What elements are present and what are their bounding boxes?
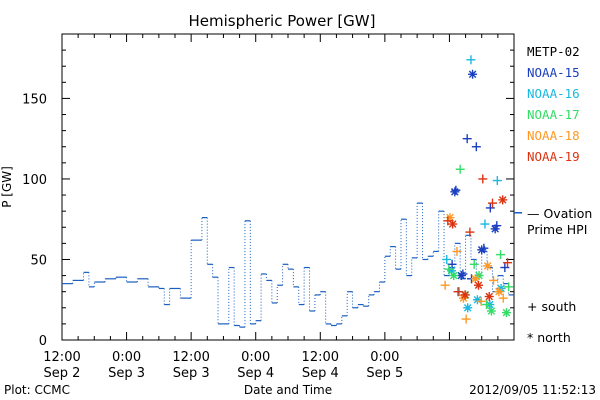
north-marker — [463, 303, 473, 313]
south-marker — [487, 198, 497, 208]
south-marker — [504, 282, 514, 292]
south-marker — [440, 280, 450, 290]
marker-legend-north: * north — [527, 330, 571, 345]
north-marker — [449, 271, 459, 281]
y-tick-label: 100 — [22, 173, 47, 188]
south-marker — [462, 134, 472, 144]
north-marker — [484, 292, 494, 302]
south-marker — [466, 55, 476, 65]
south-marker — [453, 287, 463, 297]
legend-item-noaa-16: NOAA-16 — [527, 86, 580, 101]
south-marker — [465, 227, 475, 237]
south-marker — [482, 300, 492, 310]
south-marker — [461, 314, 471, 324]
south-marker — [444, 264, 454, 274]
satellite-markers — [440, 55, 514, 324]
plot-source-label: Plot: CCMC — [4, 383, 70, 397]
south-marker — [452, 246, 462, 256]
north-marker — [477, 245, 487, 255]
south-marker — [503, 258, 513, 268]
x-tick-time-label: 0:00 — [112, 350, 141, 365]
north-marker — [470, 274, 480, 284]
north-marker — [456, 271, 466, 281]
y-tick-label: 150 — [22, 92, 47, 107]
south-marker — [442, 254, 452, 264]
north-marker — [473, 280, 483, 290]
legend-item-metp-02: METP-02 — [527, 44, 580, 59]
ovation-hpi-series — [62, 202, 514, 328]
x-tick-time-label: 12:00 — [302, 350, 339, 365]
legend-item-noaa-19: NOAA-19 — [527, 149, 580, 164]
x-tick-time-label: 0:00 — [241, 350, 270, 365]
south-marker — [443, 216, 453, 226]
south-marker — [480, 219, 490, 229]
south-marker — [471, 142, 481, 152]
north-marker — [498, 195, 508, 205]
x-tick-date-label: Sep 5 — [366, 366, 403, 381]
north-marker — [450, 187, 460, 197]
ovation-legend-label: — Ovation — [527, 206, 592, 221]
ovation-legend-label-2: Prime HPI — [527, 222, 587, 237]
x-tick-date-label: Sep 4 — [237, 366, 274, 381]
north-marker — [460, 290, 470, 300]
marker-legend-south: + south — [527, 299, 576, 314]
south-marker — [476, 296, 486, 306]
south-marker — [492, 176, 502, 186]
south-marker — [498, 293, 508, 303]
north-marker — [448, 219, 458, 229]
north-marker — [486, 306, 496, 316]
plot-frame — [61, 33, 515, 341]
x-tick-time-label: 0:00 — [370, 350, 399, 365]
x-tick-date-label: Sep 3 — [108, 366, 145, 381]
x-tick-time-label: 12:00 — [172, 350, 209, 365]
south-marker — [455, 164, 465, 174]
north-marker — [483, 261, 493, 271]
north-marker — [501, 308, 511, 318]
x-tick-date-label: Sep 2 — [44, 366, 81, 381]
legend-item-noaa-15: NOAA-15 — [527, 65, 580, 80]
y-tick-label: 50 — [30, 253, 47, 268]
x-tick-date-label: Sep 3 — [173, 366, 210, 381]
south-marker — [496, 250, 506, 260]
plot-timestamp: 2012/09/05 11:52:13 — [469, 383, 596, 397]
x-axis-label: Date and Time — [244, 383, 332, 397]
north-marker — [468, 69, 478, 79]
y-axis-label: P [GW] — [0, 166, 14, 208]
chart-title: Hemispheric Power [GW] — [189, 12, 376, 30]
south-marker — [478, 174, 488, 184]
y-tick-label: 0 — [39, 334, 47, 349]
legend-item-noaa-18: NOAA-18 — [527, 128, 580, 143]
satellite-legend: METP-02 NOAA-15 NOAA-16 NOAA-17 NOAA-18 NOAA-… — [514, 44, 592, 345]
south-marker — [489, 275, 499, 285]
north-marker — [494, 287, 504, 297]
south-marker — [500, 263, 510, 273]
north-marker — [490, 224, 500, 234]
legend-item-noaa-17: NOAA-17 — [527, 107, 580, 122]
north-marker — [458, 293, 468, 303]
x-tick-date-label: Sep 4 — [302, 366, 339, 381]
x-tick-time-label: 12:00 — [43, 350, 80, 365]
south-marker — [469, 259, 479, 269]
south-marker — [485, 203, 495, 213]
